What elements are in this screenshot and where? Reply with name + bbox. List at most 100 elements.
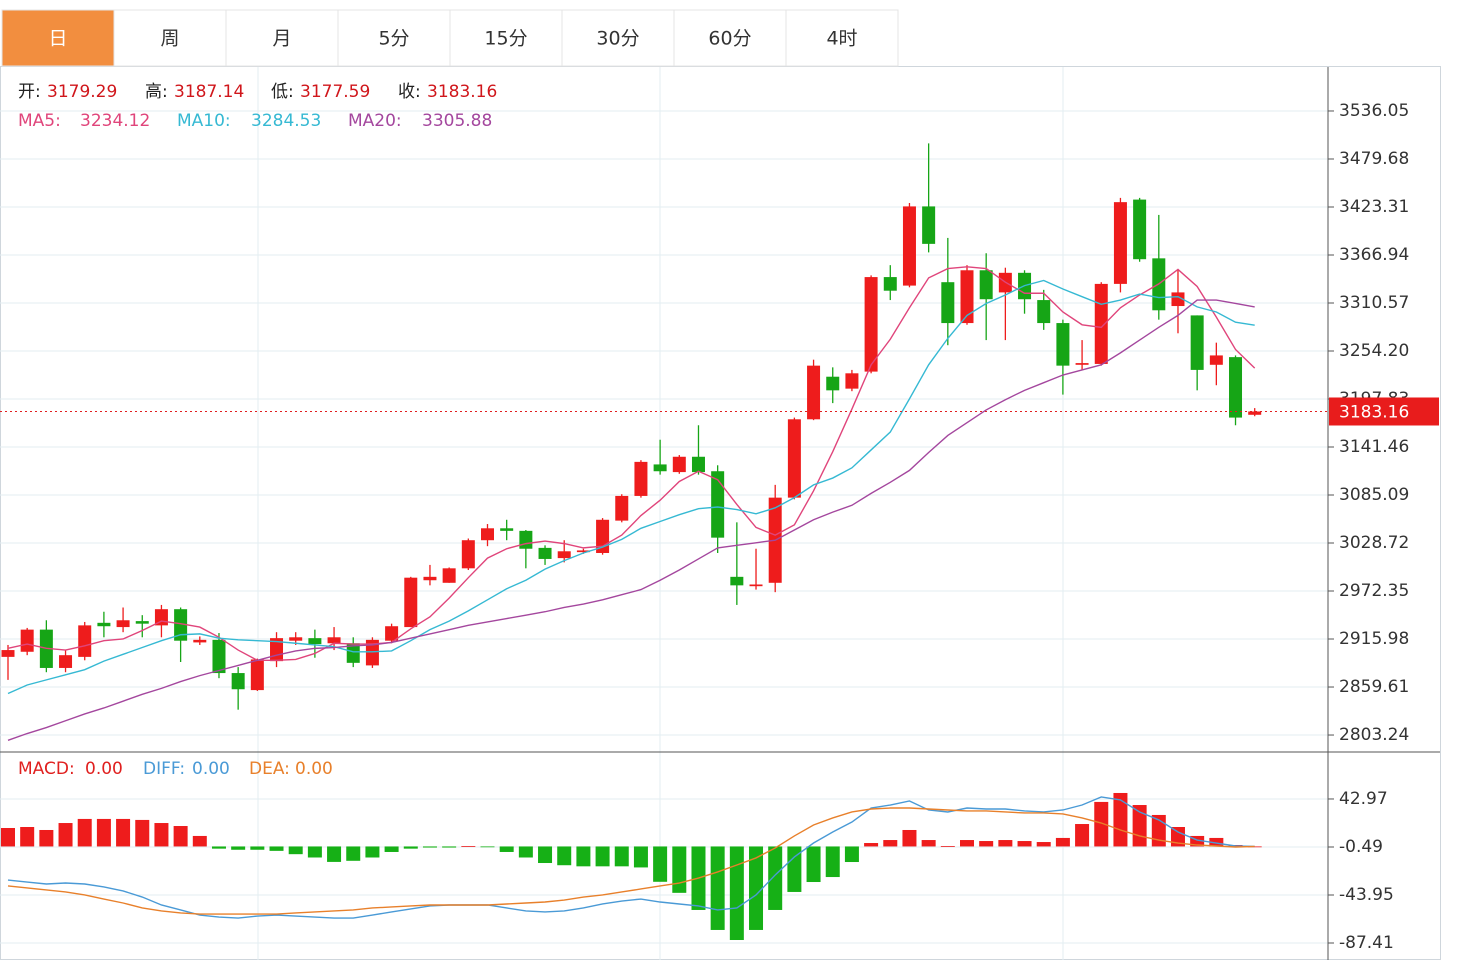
tab-bg[interactable]	[113, 9, 227, 67]
candle-body	[1171, 292, 1185, 307]
candle-body	[1209, 355, 1223, 365]
macd-bar	[576, 846, 591, 867]
candle-body	[193, 639, 207, 643]
tab-bg[interactable]	[673, 9, 787, 67]
candle-body	[960, 270, 974, 324]
y-tick-label: 2803.24	[1339, 725, 1409, 745]
y-tick-label: 3536.05	[1339, 101, 1409, 121]
ma-line	[7, 299, 1255, 741]
macd-bar	[883, 840, 898, 847]
tab-bg[interactable]	[1, 9, 115, 67]
candle-body	[423, 576, 437, 581]
candle-body	[730, 576, 744, 586]
candle-body	[385, 626, 399, 641]
macd-bar	[1075, 824, 1090, 847]
macd-bar	[422, 846, 437, 848]
candle-body	[135, 621, 149, 624]
y-tick-label: 2915.98	[1339, 629, 1409, 649]
tab-bar: 日 周 月 5分 15分 30分 60分 4时	[1, 9, 899, 67]
macd-bar	[1209, 837, 1224, 847]
y-tick-label: 3085.09	[1339, 485, 1409, 505]
candle-body	[576, 550, 590, 553]
macd-bar	[499, 846, 514, 852]
macd-bar	[614, 846, 629, 867]
candle-body	[404, 577, 418, 628]
tab-label[interactable]: 周	[160, 28, 179, 50]
macd-bar	[1, 827, 15, 847]
macd-bar	[672, 846, 687, 893]
candle-body	[442, 568, 456, 583]
y-tick-label: 42.97	[1339, 789, 1388, 809]
macd-bar	[1017, 841, 1032, 847]
macd-bar	[365, 846, 380, 858]
candle-body	[826, 376, 840, 391]
y-tick-label: 3310.57	[1339, 293, 1409, 313]
candle-body	[883, 277, 897, 291]
macd-bar	[39, 829, 54, 847]
candle-body	[711, 471, 725, 538]
readout-label: 开:	[18, 82, 41, 102]
macd-bar	[960, 840, 974, 847]
macd-bar	[1170, 827, 1185, 847]
legend-label: MA20:	[348, 111, 402, 131]
candle-body	[116, 620, 130, 628]
candle-body	[59, 655, 73, 668]
macd-bar	[1113, 792, 1128, 847]
candle-body	[653, 464, 667, 472]
macd-line	[7, 796, 1255, 919]
candle-body	[634, 461, 648, 496]
y-tick-label: 3479.68	[1339, 149, 1409, 169]
tab-label[interactable]: 4时	[826, 28, 857, 50]
candle-body	[97, 622, 111, 627]
readout-value: 3183.16	[427, 82, 497, 102]
macd-bar	[902, 829, 917, 847]
tab-label[interactable]: 5分	[378, 28, 409, 50]
legend-value: 3284.53	[251, 111, 321, 131]
tab-label[interactable]: 30分	[596, 28, 639, 50]
tab-label[interactable]: 日	[48, 28, 67, 50]
macd-bar	[940, 846, 955, 847]
macd-bar	[211, 846, 226, 849]
labels: 3536.05 3479.68 3423.31 3366.94 3310.57 3254.…	[18, 82, 1439, 953]
macd-bar	[825, 846, 840, 878]
last-price-box	[1329, 397, 1439, 426]
legend-value: 3234.12	[80, 111, 150, 131]
y-tick-label: 3254.20	[1339, 341, 1409, 361]
macd-bar	[979, 841, 994, 847]
legend-label: DEA:	[249, 759, 290, 779]
legend-value: 0.00	[295, 759, 333, 779]
macd-bar	[787, 846, 802, 892]
candle-body	[519, 530, 533, 549]
macd-line	[7, 807, 1255, 915]
macd-bar	[595, 846, 610, 867]
legend-label: MA5:	[18, 111, 61, 131]
candle-body	[922, 206, 936, 244]
macd-bar	[327, 846, 342, 862]
macd-bar	[768, 846, 783, 910]
candle-body	[78, 625, 92, 657]
macd-bar	[480, 846, 495, 848]
tab-bg[interactable]	[337, 9, 451, 67]
readout-label: 高:	[145, 82, 168, 102]
candle-body	[1229, 357, 1243, 418]
tab-label[interactable]: 月	[272, 28, 291, 50]
macd-bar	[269, 846, 284, 851]
candle-body	[250, 659, 264, 691]
tab-bg[interactable]	[561, 9, 675, 67]
tab-label[interactable]: 15分	[484, 28, 527, 50]
macd-bar	[633, 846, 648, 868]
tab-bg[interactable]	[225, 9, 339, 67]
tab-bg[interactable]	[785, 9, 899, 67]
y-tick-label: 2859.61	[1339, 677, 1409, 697]
y-tick-label: 3423.31	[1339, 197, 1409, 217]
macd-bar	[231, 846, 246, 850]
tab-bg[interactable]	[449, 9, 563, 67]
tab-label[interactable]: 60分	[708, 28, 751, 50]
legend-label: MACD:	[18, 759, 75, 779]
candle-body	[902, 206, 916, 286]
candle-body	[845, 373, 859, 389]
macd-bar	[20, 827, 35, 847]
macd-bar	[346, 846, 361, 861]
legend-value: 3305.88	[422, 111, 492, 131]
